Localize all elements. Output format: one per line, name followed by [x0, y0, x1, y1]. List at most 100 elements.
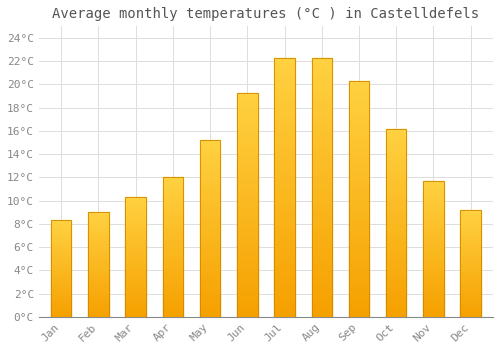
Bar: [349, 152, 370, 156]
Bar: [126, 247, 146, 250]
Bar: [88, 214, 108, 216]
Bar: [162, 289, 183, 292]
Bar: [200, 313, 220, 317]
Bar: [200, 211, 220, 214]
Bar: [88, 315, 108, 317]
Bar: [349, 109, 370, 114]
Bar: [274, 218, 295, 224]
Bar: [162, 250, 183, 253]
Bar: [349, 279, 370, 284]
Bar: [200, 303, 220, 306]
Bar: [51, 288, 72, 290]
Bar: [274, 265, 295, 270]
Bar: [386, 151, 406, 155]
Bar: [237, 281, 258, 285]
Bar: [237, 232, 258, 236]
Bar: [237, 272, 258, 276]
Bar: [460, 240, 481, 242]
Bar: [386, 298, 406, 302]
Bar: [51, 294, 72, 296]
Bar: [200, 239, 220, 243]
Bar: [386, 193, 406, 196]
Bar: [423, 243, 444, 246]
Bar: [349, 133, 370, 138]
Bar: [200, 271, 220, 274]
Bar: [88, 258, 108, 260]
Bar: [126, 236, 146, 238]
Bar: [126, 288, 146, 290]
Bar: [312, 73, 332, 78]
Bar: [312, 94, 332, 99]
Bar: [423, 279, 444, 281]
Bar: [88, 252, 108, 254]
Bar: [423, 246, 444, 249]
Bar: [423, 309, 444, 312]
Bar: [51, 220, 72, 222]
Bar: [460, 280, 481, 282]
Bar: [126, 307, 146, 310]
Bar: [274, 73, 295, 78]
Bar: [126, 290, 146, 293]
Bar: [274, 213, 295, 218]
Bar: [274, 68, 295, 73]
Bar: [237, 151, 258, 155]
Bar: [312, 301, 332, 307]
Bar: [460, 216, 481, 218]
Bar: [126, 202, 146, 204]
Bar: [88, 241, 108, 244]
Bar: [423, 268, 444, 271]
Bar: [274, 307, 295, 312]
Bar: [237, 128, 258, 133]
Bar: [126, 267, 146, 269]
Bar: [237, 196, 258, 200]
Bar: [274, 99, 295, 104]
Bar: [274, 296, 295, 301]
Bar: [126, 209, 146, 211]
Bar: [386, 185, 406, 189]
Bar: [349, 147, 370, 152]
Bar: [274, 89, 295, 94]
Bar: [386, 249, 406, 253]
Bar: [88, 212, 108, 317]
Bar: [200, 243, 220, 246]
Bar: [312, 312, 332, 317]
Bar: [200, 292, 220, 296]
Bar: [312, 244, 332, 250]
Bar: [162, 267, 183, 270]
Bar: [162, 230, 183, 233]
Bar: [386, 302, 406, 306]
Bar: [312, 172, 332, 177]
Bar: [126, 271, 146, 274]
Bar: [162, 225, 183, 228]
Bar: [312, 270, 332, 275]
Bar: [126, 305, 146, 307]
Bar: [460, 238, 481, 240]
Bar: [126, 243, 146, 245]
Bar: [460, 212, 481, 214]
Bar: [423, 203, 444, 205]
Bar: [237, 133, 258, 138]
Bar: [312, 156, 332, 161]
Bar: [237, 97, 258, 101]
Bar: [274, 291, 295, 296]
Bar: [162, 300, 183, 303]
Bar: [200, 225, 220, 229]
Bar: [51, 290, 72, 292]
Bar: [386, 272, 406, 275]
Bar: [423, 224, 444, 227]
Bar: [51, 259, 72, 261]
Bar: [51, 257, 72, 259]
Bar: [423, 306, 444, 309]
Bar: [386, 189, 406, 192]
Bar: [460, 231, 481, 233]
Bar: [349, 204, 370, 208]
Bar: [200, 214, 220, 218]
Bar: [51, 236, 72, 238]
Bar: [312, 239, 332, 244]
Bar: [460, 246, 481, 248]
Bar: [349, 251, 370, 256]
Bar: [312, 203, 332, 208]
Bar: [349, 86, 370, 90]
Bar: [460, 227, 481, 229]
Bar: [312, 141, 332, 146]
